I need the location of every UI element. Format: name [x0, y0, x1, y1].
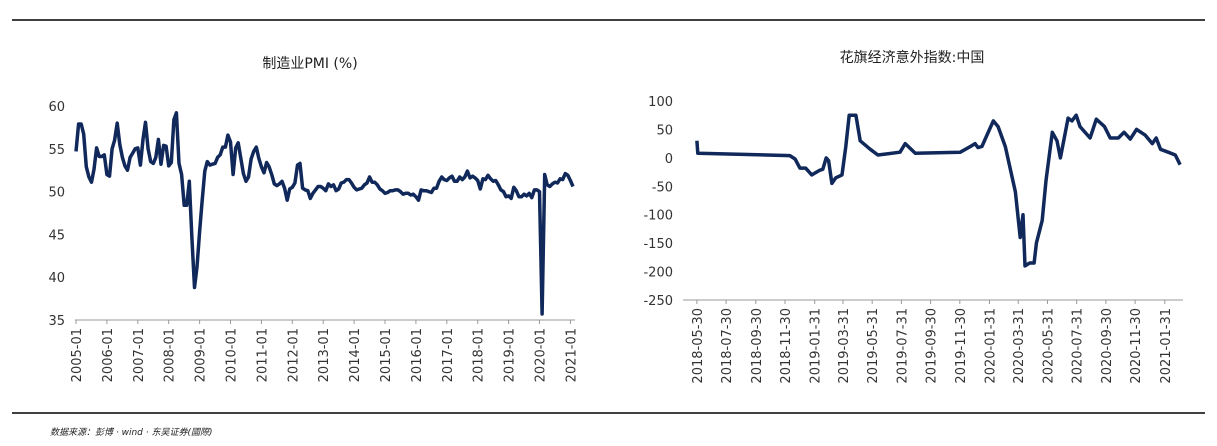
chart-title: 制造业PMI (%): [262, 56, 357, 72]
x-tick-label: 2019-01: [503, 328, 518, 382]
y-tick-label: 55: [48, 143, 65, 158]
data-line: [74, 111, 575, 316]
x-tick-label: 2018-09-30: [750, 308, 765, 384]
x-tick-label: 2016-01: [410, 328, 425, 382]
source-note: 数据来源：彭博 · wind · 东吴证券(國際): [50, 427, 212, 438]
x-tick-label: 2020-07-31: [1071, 308, 1086, 384]
y-tick-label: 0: [665, 152, 673, 167]
x-tick-label: 2005-01: [70, 328, 85, 382]
x-tick-label: 2020-11-30: [1129, 308, 1144, 384]
x-tick-label: 2019-07-31: [895, 308, 910, 384]
x-tick-label: 2021-01: [564, 328, 579, 382]
y-tick-label: 40: [48, 271, 65, 286]
x-tick-label: 2010-01: [225, 328, 240, 382]
chart-title: 花旗经济意外指数:中国: [840, 49, 985, 66]
x-tick-label: 2020-03-31: [1012, 308, 1027, 384]
y-tick-label: 45: [48, 228, 65, 243]
y-tick-label: 100: [648, 95, 673, 110]
data-line: [695, 113, 1182, 268]
x-tick-label: 2019-05-31: [866, 308, 881, 384]
x-tick-label: 2007-01: [132, 328, 147, 382]
y-tick-label: -50: [652, 180, 673, 195]
x-tick-label: 2020-01-31: [984, 308, 999, 384]
x-tick-label: 2018-05-30: [691, 308, 706, 384]
x-tick-label: 2019-01-31: [809, 308, 824, 384]
x-tick-label: 2020-09-30: [1100, 308, 1115, 384]
x-tick-label: 2014-01: [348, 328, 363, 382]
x-tick-label: 2021-01-31: [1159, 308, 1174, 384]
x-tick-label: 2011-01: [255, 328, 270, 382]
y-tick-label: 50: [656, 123, 673, 138]
y-tick-label: -150: [643, 237, 673, 252]
x-tick-label: 2020-05-31: [1041, 308, 1056, 384]
y-tick-label: 35: [48, 314, 65, 329]
x-tick-label: 2015-01: [379, 328, 394, 382]
x-tick-label: 2008-01: [163, 328, 178, 382]
y-tick-label: -250: [643, 294, 673, 309]
x-tick-label: 2009-01: [194, 328, 209, 382]
y-tick-label: -100: [643, 209, 673, 224]
x-tick-label: 2020-01: [534, 328, 549, 382]
x-tick-label: 2019-03-31: [837, 308, 852, 384]
x-tick-label: 2013-01: [317, 328, 332, 382]
x-tick-label: 2018-11-30: [779, 308, 794, 384]
x-tick-label: 2012-01: [286, 328, 301, 382]
x-tick-label: 2019-09-30: [925, 308, 940, 384]
y-tick-label: -200: [643, 266, 673, 281]
x-tick-label: 2019-11-30: [954, 308, 969, 384]
x-tick-label: 2018-07-30: [720, 308, 735, 384]
x-tick-label: 2018-01: [472, 328, 487, 382]
y-tick-label: 50: [48, 186, 65, 201]
x-tick-label: 2006-01: [101, 328, 116, 382]
x-tick-label: 2017-01: [441, 328, 456, 382]
y-tick-label: 60: [48, 100, 65, 115]
